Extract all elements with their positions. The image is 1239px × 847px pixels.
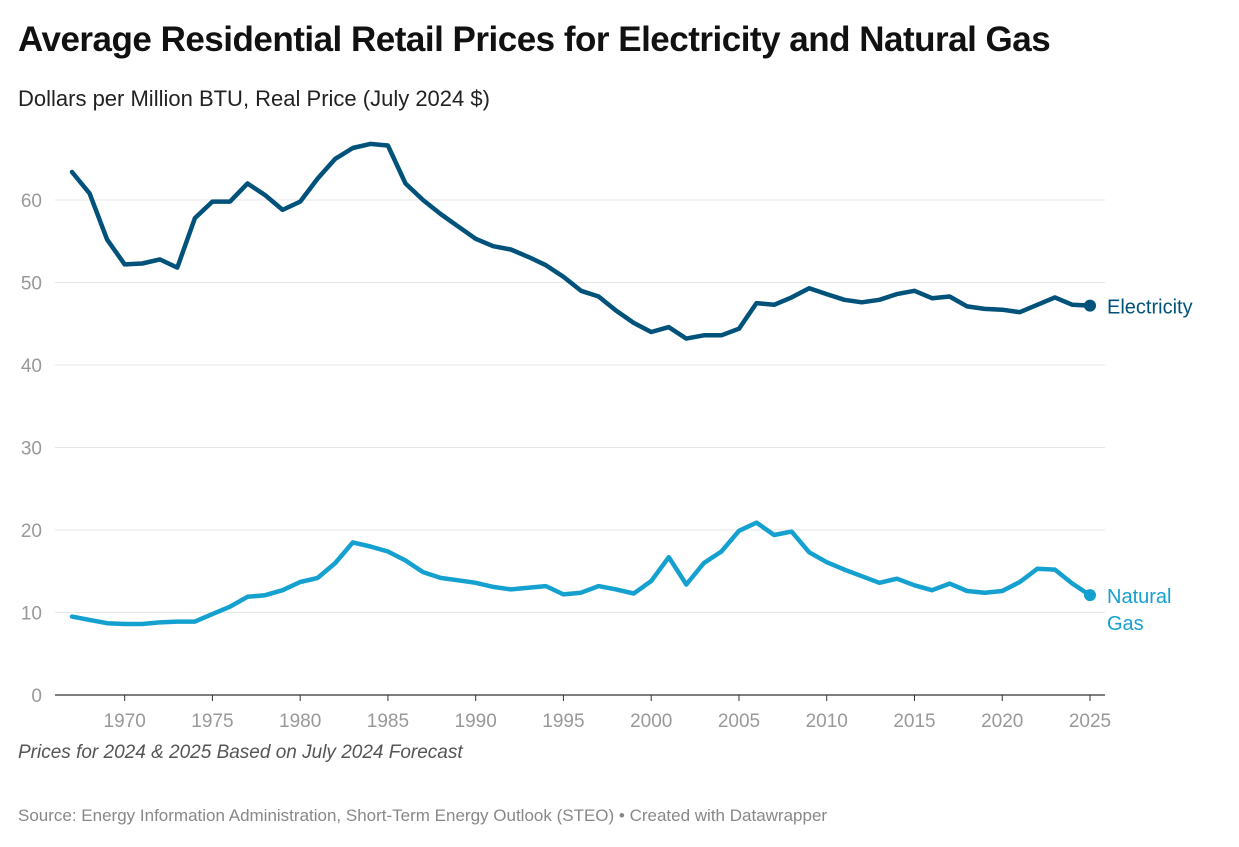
x-tick-label: 1980	[279, 711, 321, 732]
x-tick-label: 2025	[1069, 711, 1111, 732]
chart-source: Source: Energy Information Administratio…	[18, 806, 828, 825]
x-tick-label: 2005	[718, 711, 760, 732]
series-end-marker	[1084, 299, 1096, 312]
x-tick-label: 2015	[893, 711, 935, 732]
y-tick-label: 50	[21, 274, 42, 295]
series-line-electricity	[69, 141, 1093, 341]
series-line-natural-gas	[69, 520, 1093, 627]
series-label: Gas	[1107, 613, 1144, 635]
chart-subtitle: Dollars per Million BTU, Real Price (Jul…	[18, 86, 490, 111]
y-tick-label: 10	[21, 604, 42, 625]
x-tick-label: 1990	[455, 711, 497, 732]
series-end-marker	[1084, 589, 1096, 602]
x-tick-label: 2000	[630, 711, 672, 732]
x-tick-label: 1975	[191, 711, 233, 732]
y-tick-label: 40	[21, 356, 42, 377]
x-tick-label: 2020	[981, 711, 1023, 732]
y-tick-label: 0	[31, 686, 42, 707]
x-tick-label: 1995	[542, 711, 584, 732]
x-tick-label: 1970	[104, 711, 146, 732]
chart-title: Average Residential Retail Prices for El…	[18, 20, 1051, 59]
y-tick-label: 30	[21, 439, 42, 460]
series-label: Electricity	[1107, 297, 1193, 319]
x-tick-label: 2010	[806, 711, 848, 732]
y-tick-label: 20	[21, 521, 42, 542]
y-tick-label: 60	[21, 191, 42, 212]
x-tick-label: 1985	[367, 711, 409, 732]
chart-note: Prices for 2024 & 2025 Based on July 202…	[18, 742, 463, 763]
series-label: Natural	[1107, 586, 1171, 608]
